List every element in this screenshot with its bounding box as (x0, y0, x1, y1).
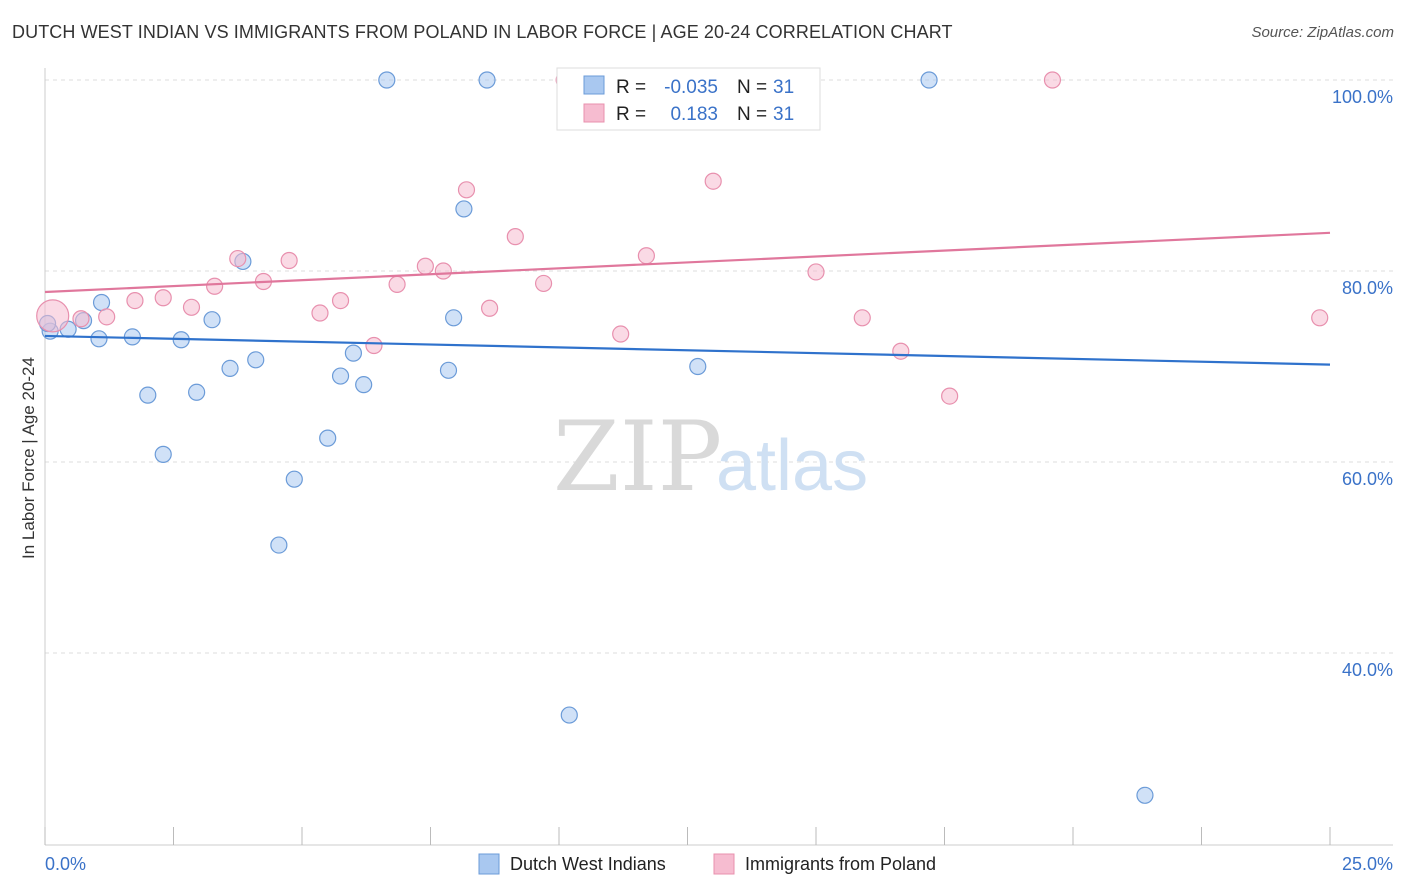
y-tick-labels: 40.0% 60.0% 80.0% 100.0% (1332, 87, 1393, 680)
dutch-west-indians-point (920, 71, 938, 89)
axes (44, 68, 1393, 846)
immigrants-from-poland-point (154, 289, 172, 307)
dutch-west-indians-point (478, 71, 496, 89)
y-tick-label: 60.0% (1342, 469, 1393, 489)
dutch-west-indians-point (139, 386, 157, 404)
immigrants-from-poland-point (853, 309, 871, 327)
dutch-west-indians-point (378, 71, 396, 89)
immigrants-from-poland-point (1311, 309, 1329, 327)
immigrants-from-poland-point (365, 336, 383, 355)
immigrants-from-poland-point (1043, 71, 1062, 89)
legend-r-value-1: -0.035 (664, 77, 718, 98)
source-label: Source: ZipAtlas.com (1251, 24, 1394, 41)
dutch-west-indians-point (331, 367, 350, 385)
immigrants-from-poland-point (416, 257, 434, 275)
y-tick-label: 100.0% (1332, 87, 1393, 107)
bottom-legend-swatch-blue (478, 853, 500, 875)
immigrants-from-poland-point (182, 298, 201, 316)
y-axis-label: In Labor Force | Age 20-24 (19, 357, 38, 559)
chart-title: DUTCH WEST INDIAN VS IMMIGRANTS FROM POL… (12, 22, 953, 42)
legend-swatch-blue (583, 75, 605, 95)
dutch-west-indians-point (439, 361, 458, 379)
dutch-west-indians-point (92, 293, 111, 312)
x-tick-labels: 0.0% 25.0% (45, 854, 1393, 874)
immigrants-from-poland-point (388, 275, 406, 293)
legend-n-value-2: 31 (773, 104, 794, 125)
dutch-west-indians-point (203, 311, 221, 329)
immigrants-from-poland-point (481, 299, 499, 317)
trend-lines (44, 231, 1331, 366)
legend-r-label-2: R = (616, 104, 646, 125)
immigrants-from-poland-point (704, 172, 722, 190)
dutch-west-indians-point (221, 359, 239, 378)
watermark-zip: ZIP (553, 401, 722, 513)
dutch-west-indians-point (188, 383, 206, 401)
dutch-west-indians-point (319, 429, 337, 447)
immigrants-from-poland-point (612, 325, 630, 343)
dutch-west-indians-point (355, 376, 373, 394)
legend-r-label-1: R = (616, 77, 646, 98)
y-tick-label: 40.0% (1342, 660, 1393, 680)
immigrants-from-poland-point (434, 262, 452, 280)
dutch-west-indians-point (455, 200, 473, 218)
immigrants-from-poland-point (98, 308, 116, 326)
dutch-west-indians-point (285, 470, 303, 488)
immigrants-from-poland-point (941, 387, 959, 405)
x-tick-label: 0.0% (45, 854, 86, 874)
immigrants-from-poland-point (534, 274, 553, 293)
dutch-west-indians-point (445, 309, 463, 327)
immigrants-from-poland-point (280, 251, 298, 270)
dutch-west-indians-point (560, 706, 578, 724)
immigrants-from-poland-point (506, 228, 524, 246)
data-points (36, 71, 1329, 804)
legend-swatch-pink (583, 103, 605, 123)
dutch-west-indians-point (270, 536, 288, 554)
legend-n-value-1: 31 (773, 77, 794, 98)
x-tick-label: 25.0% (1342, 854, 1393, 874)
dutch-west-indians-point (689, 357, 707, 376)
immigrants-from-poland-point (229, 249, 247, 268)
dutch-west-indians-point (344, 344, 362, 362)
bottom-legend: Dutch West Indians Immigrants from Polan… (478, 853, 936, 875)
y-tick-label: 80.0% (1342, 278, 1393, 298)
legend-n-label-1: N = (737, 77, 767, 98)
watermark: ZIP atlas (553, 401, 868, 513)
immigrants-from-poland-point (637, 247, 655, 265)
legend-box: R = -0.035 N = 31 R = 0.183 N = 31 (556, 67, 821, 131)
dutch-west-indians-trend-line (44, 334, 1331, 366)
watermark-atlas: atlas (716, 426, 868, 506)
immigrants-from-poland-point (206, 277, 224, 295)
legend-r-value-2: 0.183 (670, 104, 718, 125)
immigrants-from-poland-trend-line (44, 231, 1331, 294)
dutch-west-indians-point (1136, 786, 1154, 804)
legend-n-label-2: N = (737, 104, 767, 125)
immigrants-from-poland-point (36, 299, 70, 333)
immigrants-from-poland-point (126, 292, 144, 310)
bottom-legend-label-blue: Dutch West Indians (510, 854, 666, 874)
immigrants-from-poland-point (331, 292, 350, 310)
immigrants-from-poland-point (892, 342, 910, 360)
bottom-legend-label-pink: Immigrants from Poland (745, 854, 936, 874)
dutch-west-indians-point (154, 445, 172, 463)
dutch-west-indians-point (247, 351, 265, 369)
dutch-west-indians-point (90, 330, 108, 348)
immigrants-from-poland-point (311, 304, 329, 322)
bottom-legend-swatch-pink (713, 853, 735, 875)
immigrants-from-poland-point (807, 263, 825, 281)
immigrants-from-poland-point (457, 181, 476, 199)
grid-lines (45, 79, 1393, 654)
immigrants-from-poland-point (72, 310, 90, 328)
